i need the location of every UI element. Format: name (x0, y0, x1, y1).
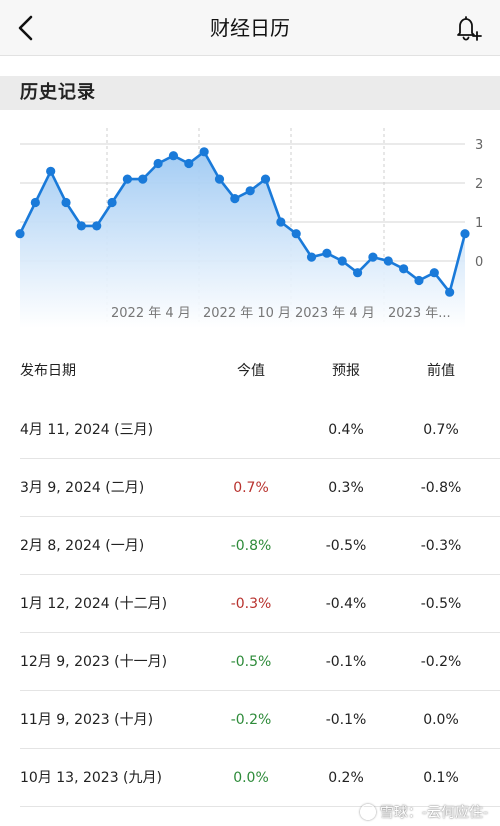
chart-point (245, 186, 255, 196)
chart-point (138, 174, 148, 184)
row-actual: -0.5% (230, 654, 272, 670)
chart-point (291, 229, 301, 239)
chart-point (260, 174, 271, 184)
chart-point (368, 252, 378, 262)
header-previous: 前值 (427, 363, 455, 379)
table-row[interactable]: 10月 13, 2023 (九月) 0.0% 0.2% 0.1% (0, 749, 500, 807)
row-divider (20, 690, 500, 691)
chart-point (30, 197, 40, 208)
row-actual: -0.2% (230, 712, 272, 728)
table-row[interactable]: 4月 11, 2024 (三月) 0.4% 0.7% (0, 401, 500, 459)
chart-point (46, 166, 56, 176)
history-chart: 3 2 1 0 2022 年 4 月 2022 年 10 月 2023 年 4 月 2023… (0, 112, 500, 328)
page-title: 财经日历 (210, 16, 290, 40)
table-row[interactable]: 11月 9, 2023 (十月) -0.2% -0.1% 0.0% (0, 691, 500, 749)
section-title: 历史记录 (20, 82, 96, 103)
chart-point (153, 158, 163, 169)
row-date: 11月 9, 2023 (十月) (20, 712, 154, 728)
header-actual: 今值 (237, 363, 265, 379)
row-divider (20, 748, 500, 749)
chart-point (352, 268, 363, 278)
row-actual: 0.0% (233, 770, 269, 786)
row-previous: 0.7% (423, 422, 459, 438)
chart-point (168, 151, 179, 161)
chart-point (199, 147, 209, 157)
watermark-text: 雪球：-云何应住- (379, 805, 488, 821)
row-previous: -0.2% (420, 654, 462, 670)
row-date: 2月 8, 2024 (一月) (20, 538, 145, 554)
chart-y-tick-label: 3 (475, 138, 483, 153)
chart-point (445, 287, 455, 297)
table-row[interactable]: 1月 12, 2024 (十二月) -0.3% -0.4% -0.5% (0, 575, 500, 633)
table-row[interactable]: 12月 9, 2023 (十一月) -0.5% -0.1% -0.2% (0, 633, 500, 691)
row-previous: -0.3% (420, 538, 462, 554)
row-date: 3月 9, 2024 (二月) (20, 480, 145, 496)
chart-point (214, 174, 225, 184)
chart-x-tick-label: 2023 年... (388, 306, 451, 321)
chart-point (306, 252, 317, 262)
chevron-left-icon (18, 15, 33, 41)
back-button[interactable] (6, 8, 46, 48)
chart-point (92, 221, 102, 231)
chart-point (429, 268, 439, 278)
chart-x-tick-label: 2023 年 4 月 (295, 306, 375, 321)
chart-x-tick-label: 2022 年 4 月 (111, 306, 191, 321)
row-previous: 0.1% (423, 770, 459, 786)
chart-y-tick-label: 0 (475, 255, 483, 270)
chart-point (460, 229, 470, 239)
add-alert-button[interactable] (450, 10, 486, 46)
header-forecast: 预报 (332, 363, 360, 379)
watermark: 雪球：-云何应住- (359, 802, 488, 822)
chart-point (230, 194, 240, 204)
row-forecast: 0.4% (328, 422, 364, 438)
nav-bar: 财经日历 (0, 0, 500, 56)
chart-x-tick-label: 2022 年 10 月 (203, 306, 291, 321)
row-forecast: 0.2% (328, 770, 364, 786)
chart-point (414, 275, 424, 286)
row-date: 1月 12, 2024 (十二月) (20, 596, 168, 612)
row-divider (20, 516, 500, 517)
row-previous: -0.8% (420, 480, 462, 496)
row-actual: -0.8% (230, 538, 272, 554)
row-date: 12月 9, 2023 (十一月) (20, 654, 168, 670)
chart-point (337, 256, 347, 266)
row-date: 10月 13, 2023 (九月) (20, 770, 162, 786)
chart-point (15, 229, 25, 239)
row-actual: -0.3% (230, 596, 272, 612)
chart-point (122, 174, 133, 184)
row-forecast: -0.5% (325, 538, 367, 554)
row-previous: 0.0% (423, 712, 459, 728)
chart-y-tick-label: 2 (475, 177, 483, 192)
chart-y-tick-label: 1 (475, 216, 483, 231)
chart-point (107, 197, 117, 208)
chart-point (61, 197, 71, 208)
chart-point (276, 217, 286, 227)
row-divider (20, 574, 500, 575)
row-forecast: 0.3% (328, 480, 364, 496)
chart-point (383, 256, 393, 266)
row-date: 4月 11, 2024 (三月) (20, 422, 154, 438)
row-divider (20, 458, 500, 459)
chart-point (184, 158, 194, 169)
row-divider (20, 806, 500, 807)
row-previous: -0.5% (420, 596, 462, 612)
chart-point (399, 264, 409, 274)
chart-point (76, 221, 86, 231)
history-section-header: 历史记录 (0, 76, 500, 110)
row-forecast: -0.1% (325, 654, 367, 670)
history-chart-svg: 3 2 1 0 2022 年 4 月 2022 年 10 月 2023 年 4 月 2023… (15, 128, 483, 328)
row-forecast: -0.1% (325, 712, 367, 728)
bell-plus-icon (457, 16, 482, 41)
table-header: 发布日期 今值 预报 前值 (0, 348, 500, 394)
row-actual: 0.7% (233, 480, 269, 496)
chart-area (20, 151, 465, 328)
row-forecast: -0.4% (325, 596, 367, 612)
header-date: 发布日期 (20, 363, 76, 379)
table-row[interactable]: 2月 8, 2024 (一月) -0.8% -0.5% -0.3% (0, 517, 500, 575)
snowball-logo-icon (359, 804, 376, 820)
row-divider (20, 632, 500, 633)
chart-point (322, 248, 332, 258)
table-row[interactable]: 3月 9, 2024 (二月) 0.7% 0.3% -0.8% (0, 459, 500, 517)
